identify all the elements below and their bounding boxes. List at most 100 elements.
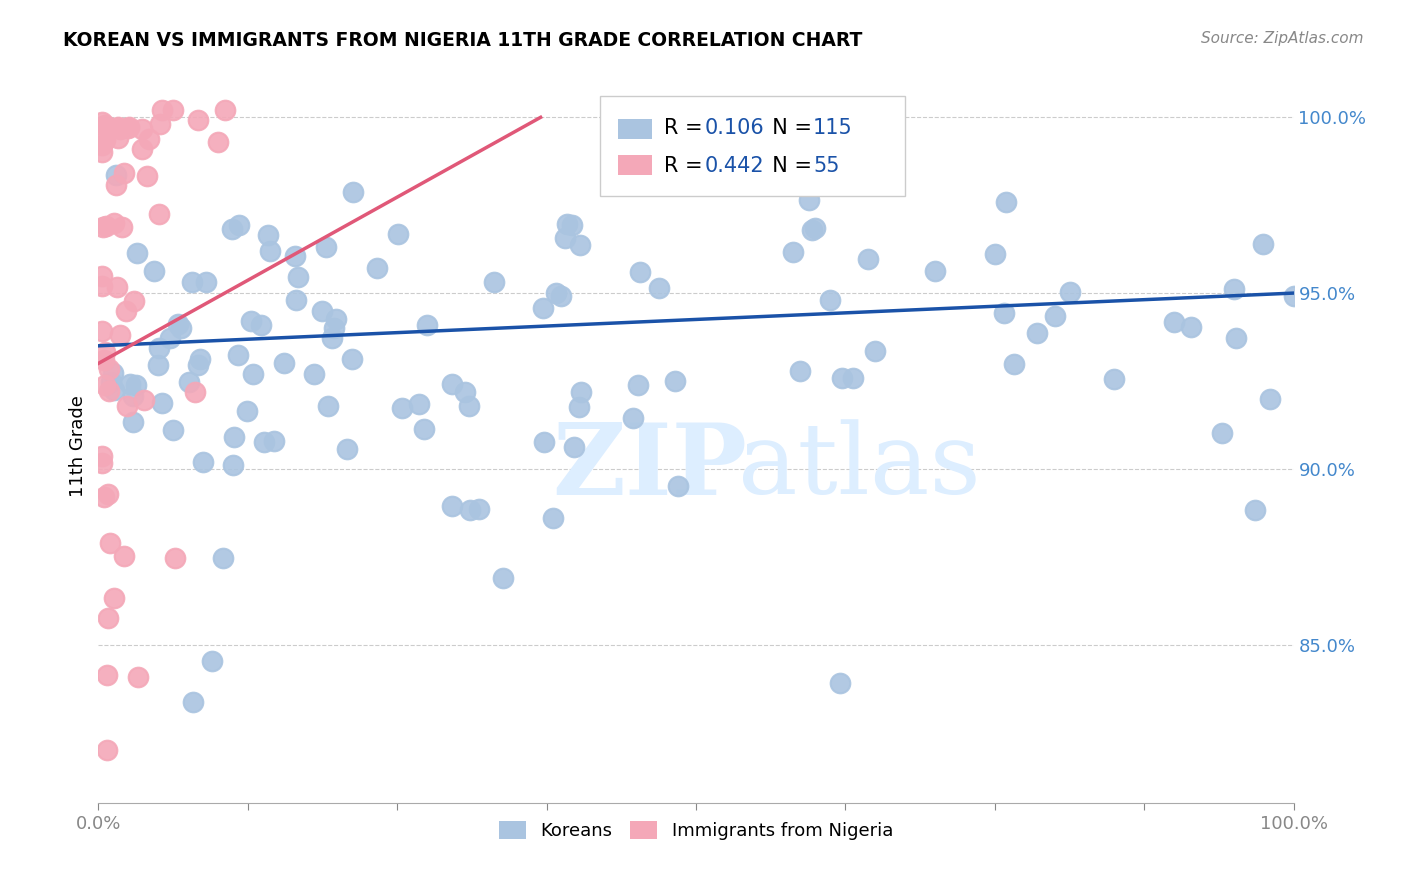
Point (93, 119, 115, 133)
Point (107, 120, 129, 134)
Point (162, 423, 184, 437)
Point (122, 416, 145, 430)
Point (856, 252, 879, 266)
Point (167, 318, 190, 332)
Point (273, 356, 295, 370)
Point (1180, 319, 1202, 334)
Point (148, 117, 170, 131)
Point (647, 281, 669, 295)
Point (841, 371, 863, 385)
Point (146, 358, 169, 372)
Point (830, 676, 852, 690)
Point (555, 218, 578, 232)
Point (187, 112, 209, 127)
FancyBboxPatch shape (619, 120, 652, 139)
Point (666, 479, 689, 493)
Point (304, 367, 326, 381)
Point (162, 103, 184, 118)
Point (543, 511, 565, 525)
Point (316, 399, 339, 413)
Point (98, 536, 121, 550)
Point (91, 145, 114, 159)
Point (104, 168, 127, 182)
Point (103, 383, 125, 397)
Point (94, 344, 117, 359)
Point (96, 668, 118, 682)
Point (93, 378, 115, 392)
Legend: Koreans, Immigrants from Nigeria: Koreans, Immigrants from Nigeria (492, 814, 900, 847)
Point (132, 392, 155, 407)
Point (564, 440, 586, 454)
Point (818, 293, 841, 307)
Point (187, 358, 209, 372)
Point (228, 218, 250, 232)
Point (554, 231, 576, 245)
Point (222, 458, 245, 473)
Point (325, 312, 347, 326)
Point (1059, 285, 1081, 300)
Point (242, 368, 264, 382)
Point (984, 247, 1007, 261)
Point (1258, 392, 1281, 407)
Point (637, 168, 659, 182)
Point (135, 169, 157, 183)
Point (831, 370, 853, 384)
Point (112, 166, 135, 180)
Text: R =: R = (664, 119, 709, 138)
Point (163, 551, 186, 566)
Point (188, 352, 211, 367)
Point (865, 343, 887, 358)
Point (453, 385, 475, 400)
Point (91, 138, 114, 153)
Point (91, 324, 114, 338)
Point (533, 434, 555, 449)
Point (569, 238, 592, 252)
Point (315, 240, 337, 254)
Point (561, 218, 583, 232)
Point (460, 503, 482, 517)
Text: 0.106: 0.106 (704, 119, 763, 138)
Point (131, 121, 153, 136)
Point (1043, 309, 1066, 323)
Point (91, 268, 114, 283)
Point (143, 264, 166, 278)
Text: 55: 55 (813, 155, 839, 176)
Point (253, 435, 276, 450)
Point (94, 219, 117, 234)
Point (150, 103, 173, 118)
Point (221, 221, 243, 235)
Text: R =: R = (664, 155, 709, 176)
Point (621, 411, 644, 425)
Point (1026, 326, 1049, 340)
Point (797, 193, 820, 207)
Point (148, 207, 170, 221)
Point (150, 396, 173, 410)
Point (96, 743, 118, 757)
Point (97, 611, 120, 625)
Text: N =: N = (759, 119, 818, 138)
Text: 0.442: 0.442 (704, 155, 763, 176)
Point (118, 120, 141, 134)
Point (1163, 315, 1185, 329)
Point (117, 120, 139, 135)
Point (321, 331, 343, 345)
Text: Source: ZipAtlas.com: Source: ZipAtlas.com (1201, 31, 1364, 46)
Point (924, 264, 946, 278)
Point (148, 341, 170, 355)
Point (91, 456, 114, 470)
Point (91, 449, 114, 463)
Point (468, 501, 491, 516)
Point (93, 353, 115, 368)
Point (226, 347, 249, 361)
Point (336, 442, 359, 456)
Point (94, 132, 117, 146)
Point (201, 654, 224, 668)
Point (441, 499, 464, 513)
Point (664, 374, 686, 388)
Point (484, 275, 506, 289)
Point (108, 328, 131, 343)
Point (342, 185, 364, 199)
Point (105, 279, 128, 293)
Point (1244, 503, 1267, 517)
Point (214, 103, 236, 118)
